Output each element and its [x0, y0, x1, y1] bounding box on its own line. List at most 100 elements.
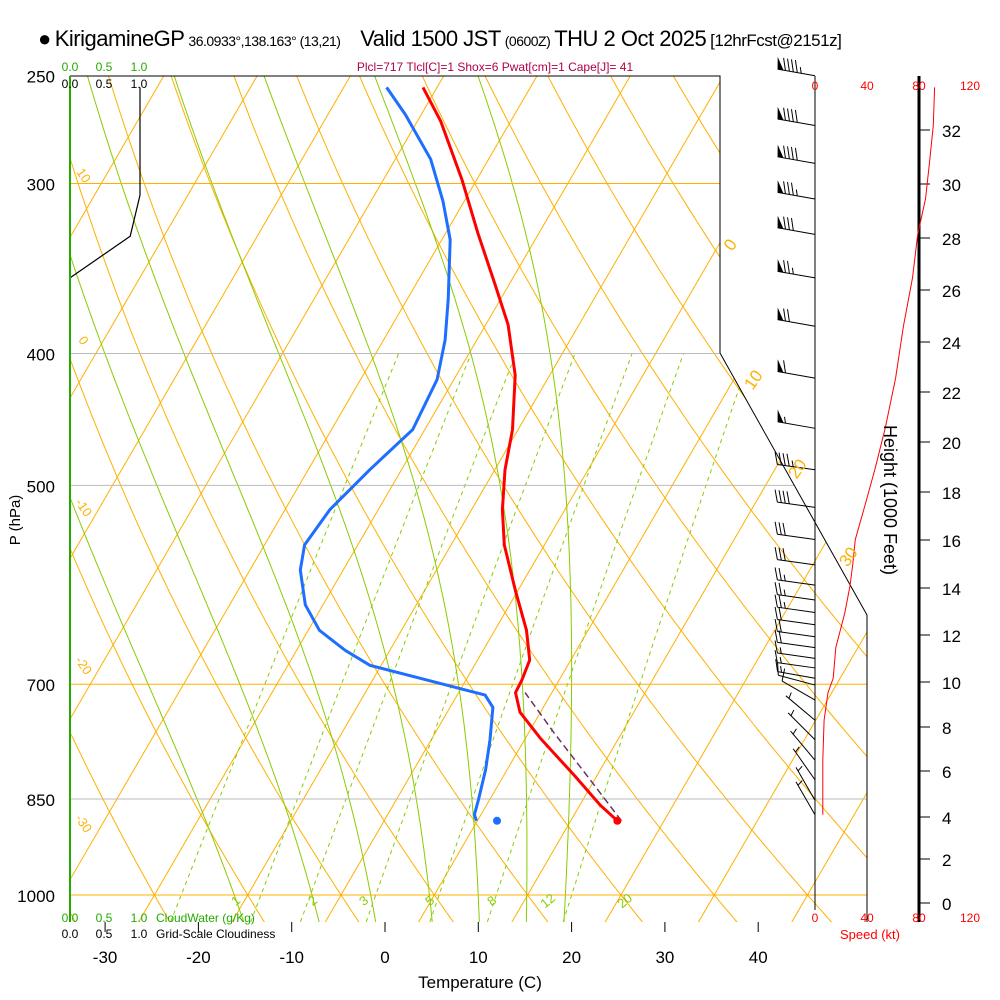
- wind-barb-shaft: [777, 662, 816, 669]
- wind-barb-feather: [787, 260, 790, 274]
- wind-barb: [774, 451, 816, 471]
- wind-barb-feather: [774, 594, 778, 608]
- wind-barb-feather: [774, 521, 778, 535]
- wind-barb-feather: [774, 629, 778, 643]
- cloudiness-line: [70, 87, 141, 895]
- moist-adiabat-line: [80, 76, 378, 922]
- isotherm-line: [70, 76, 179, 922]
- wind-barb-half-feather: [797, 780, 803, 786]
- wind-barb-pennant: [777, 180, 784, 194]
- valid-time-utc: (0600Z): [504, 33, 551, 49]
- wind-barb-half-feather: [795, 746, 800, 753]
- forecast-info: [12hrFcst@2151z]: [710, 31, 842, 50]
- cloudwater-scale-label-bottom: 0.5: [96, 911, 113, 925]
- parcel-line: [524, 692, 622, 822]
- wind-barb-half-feather: [795, 189, 798, 196]
- wind-barb-feather: [794, 147, 798, 161]
- wind-barb: [777, 409, 816, 429]
- speed-tick-label-bottom: 0: [812, 911, 819, 925]
- wind-barb: [787, 709, 816, 741]
- wind-barb-feather: [787, 181, 790, 195]
- dry-adiabat-line: [70, 76, 365, 922]
- dry-adiabat-line: [70, 76, 460, 922]
- isotherm-line: [133, 76, 645, 922]
- height-tick-label: 14: [942, 580, 961, 599]
- temperature-tick-label: 10: [469, 948, 488, 967]
- pressure-tick-label: 500: [27, 477, 55, 496]
- wind-barb-feather: [786, 491, 790, 504]
- cloudiness-scale-label-bottom: 0.5: [96, 927, 113, 941]
- wind-barb-feather: [774, 606, 778, 620]
- wind-barb-feather: [783, 260, 786, 273]
- plot-border: [70, 75, 868, 922]
- theta-label: 10: [73, 165, 94, 185]
- cloudiness-scale-label: 1.0: [131, 77, 148, 91]
- pressure-tick-label: 850: [27, 791, 55, 810]
- speed-tick-label-top: 0: [812, 79, 819, 93]
- station-dot-icon: ●: [38, 26, 51, 51]
- cloudiness-scale-label: 0.5: [96, 77, 113, 91]
- wind-barb: [777, 359, 816, 379]
- wind-barb-pennant: [777, 56, 784, 71]
- wind-barb-feather: [783, 181, 786, 194]
- diagram-grid: [70, 76, 867, 922]
- wind-barb-shaft: [795, 781, 816, 815]
- theta-label: -10: [72, 495, 95, 519]
- wind-barb-feather: [790, 182, 794, 196]
- dry-adiabat-line: [162, 76, 649, 922]
- wind-barb-feather: [783, 57, 786, 71]
- wind-barb-feather: [778, 619, 782, 633]
- wind-barb-feather: [783, 145, 786, 159]
- axis-labels: 1 2 3 5 8 12 202503004005007008501000010203010…: [7, 60, 980, 992]
- wind-barb-feather: [778, 452, 782, 466]
- wind-barb-pennant: [777, 359, 784, 373]
- wind-barb-half-feather: [792, 728, 797, 735]
- wind-barb-shaft: [777, 641, 816, 649]
- height-tick-label: 0: [942, 895, 951, 914]
- wind-barb-feather: [783, 308, 786, 322]
- wind-barb: [777, 307, 816, 327]
- temperature-tick-label: -30: [93, 948, 118, 967]
- cloudwater-scale-label: 1.0: [131, 60, 148, 74]
- dry-adiabat-line: [224, 76, 744, 922]
- wind-barb-shaft: [777, 191, 816, 200]
- wind-barb-feather: [774, 567, 778, 580]
- mixing-ratio-line: [560, 353, 752, 922]
- wind-barb: [774, 629, 816, 649]
- wind-barb: [774, 640, 816, 659]
- wind-barb-shaft: [777, 270, 816, 279]
- dry-adiabat-line: [410, 76, 867, 922]
- wind-barb-shaft: [777, 559, 816, 566]
- wind-barb-feather: [790, 59, 794, 72]
- wind-barb-pennant: [777, 144, 784, 158]
- isotherm-line: [70, 76, 365, 922]
- wind-barb-feather: [778, 490, 782, 503]
- pressure-tick-label: 250: [27, 68, 55, 87]
- pressure-tick-label: 400: [27, 345, 55, 364]
- wind-barb: [774, 489, 816, 508]
- mixing-ratio-label: 12: [537, 890, 558, 911]
- height-tick-label: 10: [942, 674, 961, 693]
- wind-barb-pennant: [777, 307, 784, 321]
- wind-barb-feather: [787, 309, 790, 322]
- wind-barb-feather: [774, 640, 778, 654]
- wind-barb-shaft: [777, 501, 816, 508]
- wind-barb-shaft: [777, 421, 816, 429]
- wind-barb-half-feather: [783, 601, 786, 609]
- height-tick-label: 4: [942, 809, 951, 828]
- wind-barb-feather: [786, 453, 790, 467]
- wind-barb: [774, 521, 816, 541]
- y2-axis-title: Height (1000 Feet): [880, 425, 900, 575]
- wind-barb-feather: [794, 59, 798, 73]
- dry-adiabat-line: [286, 76, 839, 922]
- surface-dewpoint-point: [493, 816, 502, 825]
- isotherm-label: 0: [720, 236, 741, 255]
- wind-barb-feather: [787, 58, 790, 72]
- mixing-ratio-line: [297, 353, 517, 922]
- moist-adiabat-line: [70, 76, 322, 922]
- wind-barb-feather: [782, 522, 786, 536]
- dry-adiabat-line: [348, 76, 867, 922]
- wind-barb-shaft: [777, 156, 816, 164]
- wind-barb-shaft: [792, 748, 816, 781]
- speed-tick-label-bottom: 40: [860, 911, 874, 925]
